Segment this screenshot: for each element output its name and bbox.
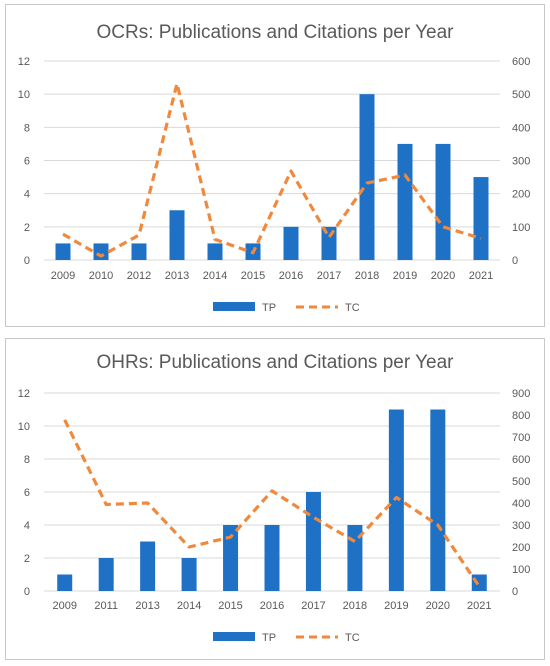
legend-swatch-tp [213, 302, 255, 311]
x-axis-tick-label: 2018 [355, 270, 379, 282]
left-axis-tick-label: 6 [24, 156, 30, 168]
x-axis-tick-label: 2018 [343, 600, 367, 612]
bar-tp [131, 243, 147, 260]
bar-tp [435, 143, 451, 260]
right-axis-tick-label: 600 [512, 56, 530, 68]
x-axis-tick-label: 2019 [384, 600, 408, 612]
left-axis-tick-label: 12 [18, 388, 30, 400]
bar-tp [55, 243, 71, 260]
x-axis-tick-label: 2010 [89, 270, 113, 282]
right-axis-tick-label: 500 [512, 89, 530, 101]
right-axis-tick-label: 100 [512, 222, 530, 234]
x-axis-tick-label: 2011 [94, 600, 118, 612]
x-axis-tick-label: 2013 [135, 600, 159, 612]
left-axis-tick-label: 12 [18, 56, 30, 68]
x-axis-tick-label: 2021 [467, 600, 491, 612]
x-axis-tick-label: 2014 [203, 270, 227, 282]
bar-tp [93, 243, 109, 260]
x-axis-tick-label: 2015 [218, 600, 242, 612]
x-axis-tick-label: 2017 [301, 600, 325, 612]
x-axis-tick-label: 2017 [317, 270, 341, 282]
bar-tp [98, 558, 114, 591]
left-axis-tick-label: 0 [24, 586, 30, 598]
right-axis-tick-label: 600 [512, 454, 530, 466]
right-axis-tick-label: 700 [512, 432, 530, 444]
bar-tp [388, 409, 404, 591]
x-axis-tick-label: 2009 [52, 600, 76, 612]
x-axis-tick-label: 2015 [241, 270, 265, 282]
left-axis-tick-label: 10 [18, 421, 30, 433]
series-line-tc [62, 81, 482, 258]
left-axis-tick-label: 0 [24, 255, 30, 267]
chart-title: OCRs: Publications and Citations per Yea… [97, 22, 455, 43]
x-axis-tick-label: 2016 [279, 270, 303, 282]
bar-tp [140, 541, 156, 591]
right-axis-tick-label: 200 [512, 189, 530, 201]
left-axis-tick-label: 4 [24, 189, 30, 201]
right-axis-tick-label: 900 [512, 388, 530, 400]
ocrs-chart-panel: OCRs: Publications and Citations per Yea… [5, 4, 545, 327]
bar-tp [181, 558, 197, 591]
x-axis-tick-label: 2012 [127, 270, 151, 282]
bar-tp [397, 143, 413, 260]
legend-label-tp: TP [262, 302, 276, 314]
chart-title: OHRs: Publications and Citations per Yea… [97, 352, 455, 373]
ohrs-chart-panel: OHRs: Publications and Citations per Yea… [5, 338, 545, 660]
bar-tp [223, 525, 239, 591]
x-axis-tick-label: 2021 [469, 270, 493, 282]
x-axis-tick-label: 2009 [51, 270, 75, 282]
left-axis-tick-label: 2 [24, 222, 30, 234]
bar-tp [430, 409, 446, 591]
bar-tp [57, 574, 73, 591]
legend-label-tc: TC [345, 632, 360, 644]
ohrs-chart: OHRs: Publications and Citations per Yea… [18, 352, 531, 644]
bar-tp [347, 525, 363, 591]
x-axis-tick-label: 2016 [260, 600, 284, 612]
bar-tp [169, 210, 185, 260]
left-axis-tick-label: 10 [18, 89, 30, 101]
bar-tp [283, 226, 299, 260]
right-axis-tick-label: 200 [512, 542, 530, 554]
legend-label-tp: TP [262, 632, 276, 644]
bar-tp [264, 525, 280, 591]
right-axis-tick-label: 400 [512, 122, 530, 134]
right-axis-tick-label: 100 [512, 564, 530, 576]
right-axis-tick-label: 300 [512, 156, 530, 168]
right-axis-tick-label: 300 [512, 520, 530, 532]
right-axis-tick-label: 800 [512, 410, 530, 422]
x-axis-tick-label: 2020 [431, 270, 455, 282]
right-axis-tick-label: 0 [512, 586, 518, 598]
left-axis-tick-label: 8 [24, 122, 30, 134]
right-axis-tick-label: 0 [512, 255, 518, 267]
legend-swatch-tp [213, 632, 255, 641]
right-axis-tick-label: 400 [512, 498, 530, 510]
left-axis-tick-label: 4 [24, 520, 30, 532]
x-axis-tick-label: 2019 [393, 270, 417, 282]
ocrs-chart: OCRs: Publications and Citations per Yea… [18, 22, 531, 314]
left-axis-tick-label: 8 [24, 454, 30, 466]
right-axis-tick-label: 500 [512, 476, 530, 488]
bar-tp [359, 94, 375, 261]
bar-tp [305, 492, 321, 591]
x-axis-tick-label: 2020 [426, 600, 450, 612]
left-axis-tick-label: 2 [24, 553, 30, 565]
legend-label-tc: TC [345, 302, 360, 314]
bar-tp [471, 574, 487, 591]
left-axis-tick-label: 6 [24, 487, 30, 499]
bar-tp [473, 177, 489, 260]
bar-tp [207, 243, 223, 260]
series-line-tc [63, 419, 481, 588]
x-axis-tick-label: 2014 [177, 600, 201, 612]
bar-tp [321, 226, 337, 260]
x-axis-tick-label: 2013 [165, 270, 189, 282]
